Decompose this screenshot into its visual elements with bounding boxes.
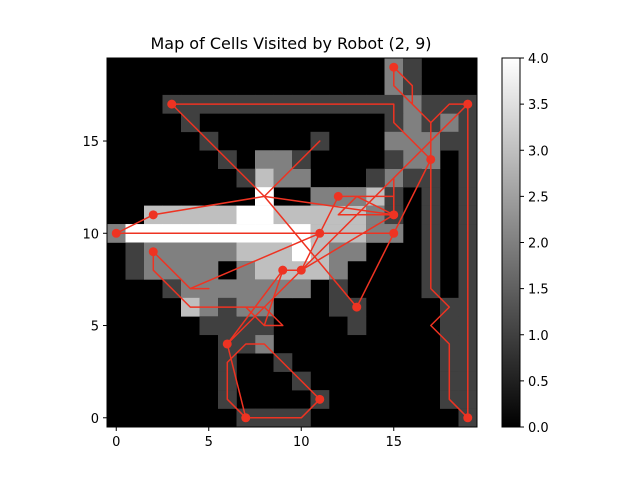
- heatmap-cell: [218, 205, 237, 225]
- heatmap-cell: [292, 205, 311, 225]
- y-tick-label: 0: [91, 412, 99, 427]
- heatmap-cell: [181, 205, 200, 225]
- x-tick-label: 5: [205, 435, 213, 450]
- heatmap-cell: [273, 150, 293, 169]
- plot-frame: [106, 57, 478, 428]
- y-tick-label: 10: [82, 227, 99, 242]
- heatmap-cell: [199, 260, 219, 280]
- path-marker: [333, 191, 343, 201]
- heatmap-cell: [292, 168, 311, 188]
- path-marker: [389, 62, 399, 72]
- heatmap-cell: [162, 242, 182, 262]
- heatmap-cell: [403, 58, 422, 77]
- path-marker: [278, 265, 288, 275]
- colorbar-tick-label: 1.5: [528, 283, 549, 298]
- path-marker: [352, 302, 362, 312]
- colorbar-tick-label: 0.5: [528, 375, 549, 390]
- y-tick-label: 15: [82, 135, 99, 150]
- path-marker: [148, 210, 158, 220]
- heatmap-cell: [255, 168, 274, 188]
- heatmap-cell: [329, 242, 348, 262]
- heatmap-cell: [255, 150, 274, 169]
- y-tick-label: 5: [91, 320, 99, 335]
- heatmap-cell: [199, 205, 219, 225]
- heatmap-cell: [329, 297, 348, 317]
- path-marker: [315, 394, 325, 404]
- heatmap-cell: [273, 205, 293, 225]
- path-marker: [389, 228, 399, 238]
- heatmap-cell: [125, 260, 145, 280]
- colorbar-axis: 0.0 0.5 1.0 1.5 2.0 2.5 3.0 3.5 4.0: [520, 52, 549, 436]
- path-marker: [148, 247, 158, 257]
- heatmap-cell: [255, 242, 274, 262]
- colorbar-tick-label: 2.0: [528, 237, 549, 252]
- path-marker: [389, 210, 399, 220]
- colorbar: [502, 58, 520, 427]
- heatmap-cell: [403, 113, 422, 133]
- colorbar-tick-label: 3.5: [528, 98, 549, 113]
- path-marker: [167, 99, 177, 109]
- path-marker: [111, 228, 121, 238]
- heatmap-cell: [440, 131, 459, 151]
- path-marker: [241, 413, 251, 423]
- heatmap-cell: [310, 187, 330, 206]
- heatmap-cell: [218, 279, 237, 299]
- heatmap-cell: [384, 150, 404, 169]
- heatmap-cell: [292, 279, 311, 299]
- heatmap-cell: [236, 205, 256, 225]
- path-marker: [222, 339, 232, 349]
- heatmap-cell: [366, 168, 385, 188]
- colorbar-tick-label: 4.0: [528, 52, 549, 67]
- heatmap-cell: [218, 242, 237, 262]
- heatmap-cell: [384, 131, 404, 151]
- heatmap-cell: [329, 279, 348, 299]
- path-marker: [315, 228, 325, 238]
- colorbar-tick-label: 1.0: [528, 329, 549, 344]
- heatmap-cell: [440, 316, 459, 336]
- heatmap-cell: [181, 242, 200, 262]
- heatmap-cell: [255, 279, 274, 299]
- heatmap-cell: [421, 94, 441, 114]
- colorbar-tick-label: 3.0: [528, 144, 549, 159]
- heatmap-cell: [218, 316, 237, 336]
- path-marker: [463, 99, 473, 109]
- heatmap-cell: [403, 168, 422, 188]
- heatmap-cell: [236, 279, 256, 299]
- heatmap-cell: [181, 260, 200, 280]
- heatmap-cell: [310, 205, 330, 225]
- path-markers: [111, 62, 473, 423]
- path-marker: [296, 265, 306, 275]
- heatmap-cell: [347, 316, 367, 336]
- heatmap-cell: [347, 242, 367, 262]
- heatmap-cell: [255, 205, 274, 225]
- x-tick-label: 15: [385, 435, 402, 450]
- heatmap-cell: [329, 260, 348, 280]
- heatmap-cell: [199, 316, 219, 336]
- heatmap-cell: [255, 260, 274, 280]
- heatmap-cell: [162, 205, 182, 225]
- colorbar-tick-label: 2.5: [528, 190, 549, 205]
- axes: 0 5 10 15 0 5 10 15: [82, 135, 402, 450]
- chart-title: Map of Cells Visited by Robot (2, 9): [150, 34, 431, 53]
- heatmap-cell: [236, 242, 256, 262]
- heatmap-cell: [125, 242, 145, 262]
- x-tick-label: 0: [112, 435, 120, 450]
- heatmap-cell: [199, 242, 219, 262]
- path-marker: [463, 413, 473, 423]
- path-marker: [426, 154, 436, 164]
- colorbar-tick-label: 0.0: [528, 421, 549, 436]
- x-tick-label: 10: [293, 435, 310, 450]
- heatmap-cell: [310, 260, 330, 280]
- heatmap-cell: [236, 260, 256, 280]
